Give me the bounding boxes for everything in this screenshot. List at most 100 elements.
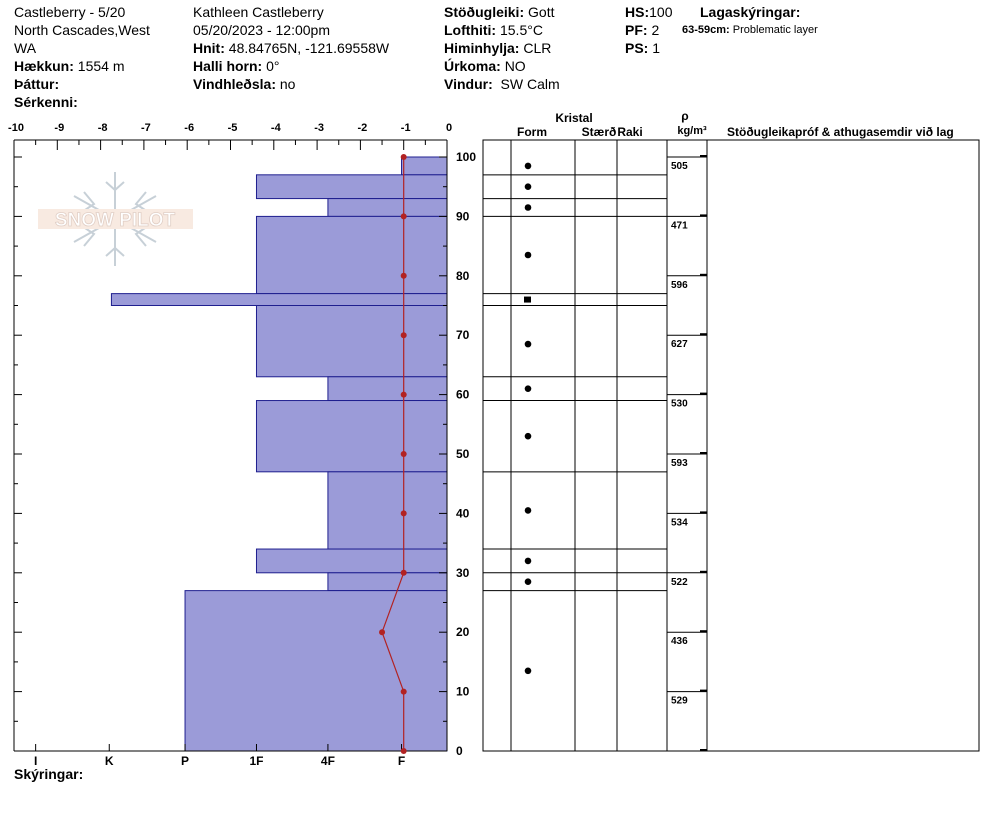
air-temp-row: Lofthiti: 15.5°C — [444, 21, 560, 39]
wind-loading-row: Vindhleðsla: no — [193, 75, 389, 93]
footer-label: Skýringar: — [14, 766, 84, 782]
hardness-bar-1 — [255, 174, 448, 200]
depth-tick-label-6: 40 — [456, 506, 470, 520]
wind-loading-value: no — [279, 76, 296, 92]
density-value-3: 627 — [671, 339, 688, 350]
temp-tick-label-3: -7 — [141, 122, 151, 134]
grain-dot-icon-9 — [524, 557, 532, 565]
elevation-row: Hækkun: 1554 m — [14, 57, 150, 75]
stability-label: Stöðugleiki: — [444, 4, 525, 20]
temp-tick-label-1: -9 — [54, 122, 64, 134]
temperature-point-8 — [379, 629, 386, 636]
hardness-bar-10 — [327, 572, 448, 592]
density-unit-header: kg/m³ — [677, 125, 707, 137]
depth-tick-label-0: 100 — [456, 150, 476, 164]
hs-value: 100 — [649, 4, 673, 20]
temp-tick-label-6: -4 — [271, 122, 282, 134]
pf-row: PF: 2 — [625, 21, 672, 39]
grain-dot-icon-5 — [524, 340, 532, 348]
wind-row: Vindur: SW Calm — [444, 75, 560, 93]
temperature-point-9 — [400, 688, 407, 695]
coords-row: Hnit: 48.84765N, -121.69558W — [193, 39, 389, 57]
wind-label: Vindur: — [444, 76, 493, 92]
pf-label: PF: — [625, 22, 648, 38]
depth-tick-label-5: 50 — [456, 447, 470, 461]
temperature-point-6 — [400, 510, 407, 517]
sky-value: CLR — [523, 40, 552, 56]
density-value-6: 534 — [671, 517, 688, 528]
specifics-row: Sérkenni: — [14, 93, 150, 111]
depth-tick-label-7: 30 — [456, 566, 470, 580]
specifics-label: Sérkenni: — [14, 94, 78, 110]
pf-value: 2 — [651, 22, 660, 38]
header-measures-block: HS:100 PF: 2 PS: 1 — [625, 3, 672, 57]
density-value-8: 436 — [671, 636, 688, 647]
grain-dot-icon-10 — [524, 578, 532, 586]
layer-notes-label: Lagaskýringar: — [700, 4, 801, 20]
elevation-label: Hækkun: — [14, 58, 74, 74]
hardness-bar-6 — [327, 376, 448, 402]
temp-tick-label-9: -1 — [401, 122, 411, 134]
observation-datetime: 05/20/2023 - 12:00pm — [193, 22, 330, 38]
coords-value: 48.84765N, -121.69558W — [228, 40, 390, 56]
size-header: Stærð — [582, 125, 617, 139]
aspect-label: Þáttur: — [14, 76, 60, 92]
temperature-point-7 — [400, 569, 407, 576]
precip-value: NO — [504, 58, 526, 74]
air-temp-value: 15.5°C — [499, 22, 543, 38]
temp-tick-label-5: -5 — [228, 122, 238, 134]
observer-name: Kathleen Castleberry — [193, 4, 324, 20]
grain-dot-icon-8 — [524, 507, 532, 514]
hardness-tick-label-0: I — [34, 754, 37, 768]
header-conditions-block: Stöðugleiki: Gott Lofthiti: 15.5°C Himin… — [444, 3, 560, 93]
watermark-band — [38, 209, 193, 229]
depth-tick-label-3: 70 — [456, 328, 470, 342]
hardness-tick-label-5: F — [398, 754, 405, 768]
temperature-point-5 — [400, 451, 407, 457]
density-value-9: 529 — [671, 696, 688, 707]
depth-tick-label-2: 80 — [456, 269, 470, 283]
grain-dot-icon-3 — [524, 251, 532, 259]
temperature-point-10 — [400, 748, 407, 754]
coords-label: Hnit: — [193, 40, 225, 56]
state: WA — [14, 40, 37, 56]
precip-label: Úrkoma: — [444, 58, 501, 74]
snowpilot-watermark: SNOW PILOT — [38, 172, 193, 266]
grain-dot-icon-1 — [524, 183, 532, 190]
temperature-point-0 — [400, 154, 407, 160]
layer-note-text: Problematic layer — [732, 24, 818, 36]
elevation-value: 1554 m — [77, 58, 125, 74]
layer-note-range: 63-59cm: — [682, 24, 730, 36]
crystal-header: Kristal — [555, 111, 592, 125]
grain-dot-icon-7 — [524, 432, 532, 440]
hardness-tick-label-4: 4F — [321, 754, 335, 768]
hardness-tick-label-1: K — [105, 754, 114, 768]
depth-tick-label-4: 60 — [456, 388, 470, 402]
wind-loading-label: Vindhleðsla: — [193, 76, 276, 92]
hardness-tick-label-2: P — [181, 754, 189, 768]
precip-row: Úrkoma: NO — [444, 57, 560, 75]
stability-row: Stöðugleiki: Gott — [444, 3, 560, 21]
sky-label: Himinhylja: — [444, 40, 520, 56]
temperature-point-3 — [400, 332, 407, 339]
depth-tick-label-10: 0 — [456, 744, 463, 758]
header-observer-block: Kathleen Castleberry 05/20/2023 - 12:00p… — [193, 3, 389, 93]
slope-value: 0° — [266, 58, 280, 74]
density-value-1: 471 — [671, 220, 688, 231]
grain-dot-icon-6 — [524, 385, 532, 392]
hardness-bar-11 — [184, 590, 448, 752]
depth-tick-label-1: 90 — [456, 209, 470, 223]
ps-value: 1 — [652, 40, 661, 56]
hardness-bar-3 — [255, 215, 448, 295]
header-site-block: Castleberry - 5/20 North Cascades,West W… — [14, 3, 150, 111]
hs-label: HS: — [625, 4, 650, 20]
slope-row: Halli horn: 0° — [193, 57, 389, 75]
density-value-2: 596 — [671, 280, 688, 291]
temp-tick-label-10: 0 — [446, 122, 452, 134]
temp-tick-label-7: -3 — [314, 122, 324, 134]
slope-label: Halli horn: — [193, 58, 263, 74]
mountain-range: North Cascades,West — [14, 22, 150, 38]
density-value-4: 530 — [671, 399, 688, 410]
ps-row: PS: 1 — [625, 39, 672, 57]
